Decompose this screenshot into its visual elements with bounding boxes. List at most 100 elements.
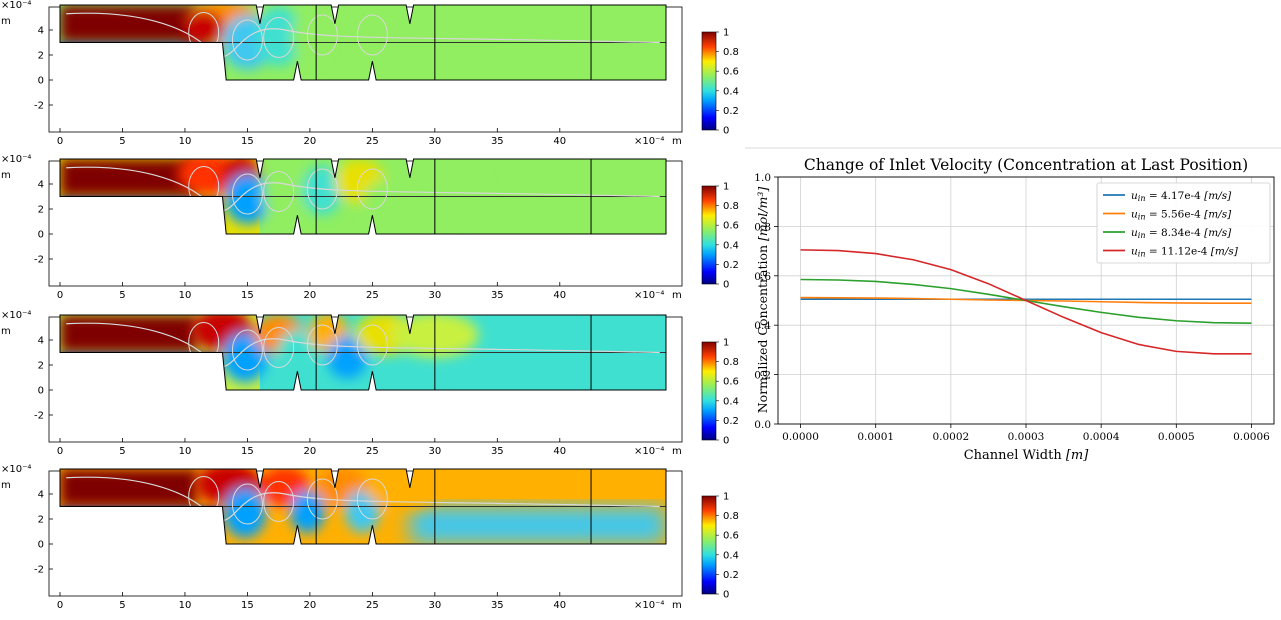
y-tick-label: 4 bbox=[38, 336, 44, 347]
streamline-vortex bbox=[356, 324, 388, 366]
legend-unit: [m/s] bbox=[1204, 227, 1232, 239]
heatmap-panel-4: 0 5 10 15 20 25 30 35 40 ×10⁻⁴ m -2 0 2 4 ×10⁻⁴ m 1 0.8 0.6… bbox=[1, 464, 739, 611]
x-tick-label: 35 bbox=[491, 290, 504, 301]
streamline-vortex bbox=[356, 168, 388, 210]
streamline-vortex bbox=[263, 171, 295, 212]
x-tick-label: 25 bbox=[366, 446, 379, 457]
x-tick-label: 0 bbox=[57, 290, 63, 301]
y-tick-label: 0.4 bbox=[754, 320, 771, 332]
colorbar bbox=[701, 341, 717, 441]
y-tick-label: 4 bbox=[38, 180, 44, 191]
x-tick-label: 0.0002 bbox=[932, 431, 969, 443]
y-tick-label: 2 bbox=[38, 205, 44, 216]
y-unit-label: m bbox=[1, 170, 11, 181]
y-tick-label: 4 bbox=[38, 490, 44, 501]
colorbar-tick-label: 0.4 bbox=[723, 550, 739, 561]
series-line-4 bbox=[800, 249, 1252, 355]
mixing-blob bbox=[291, 11, 329, 62]
y-tick-label: 0 bbox=[38, 386, 44, 397]
concentration-panels: 0 5 10 15 20 25 30 35 40 ×10⁻⁴ m-2024×10⁻⁴m10.80.6… bbox=[1, 0, 739, 611]
x-tick-label: 0.0000 bbox=[782, 431, 819, 443]
chart-title: Change of Inlet Velocity (Concentration … bbox=[804, 156, 1248, 174]
colorbar-tick-label: 0.2 bbox=[723, 260, 739, 271]
y-scale-label: ×10⁻⁴ bbox=[1, 154, 31, 165]
colorbar-tick-label: 0.8 bbox=[723, 47, 739, 58]
legend-var: u bbox=[1131, 209, 1138, 221]
streamline-vortex bbox=[306, 14, 338, 56]
x-tick-label: 25 bbox=[366, 136, 379, 147]
x-axis-label-unit: [m] bbox=[1066, 448, 1089, 463]
x-tick-label: 40 bbox=[553, 290, 566, 301]
colorbar-tick-label: 0.6 bbox=[723, 377, 739, 388]
colorbar-tick-label: 1 bbox=[723, 492, 729, 503]
colorbar bbox=[701, 31, 717, 131]
streamline-vortex bbox=[231, 483, 263, 525]
colorbar-tick-label: 0 bbox=[723, 126, 729, 137]
streamline-vortex bbox=[356, 14, 388, 56]
x-tick-label: 0.0004 bbox=[1083, 431, 1120, 443]
x-axis-label: Channel Width [m] bbox=[964, 448, 1090, 463]
y-tick-label: -2 bbox=[34, 255, 44, 266]
streamline bbox=[66, 322, 660, 368]
y-unit-label: m bbox=[1, 326, 11, 337]
heatmap-panel-1: 0 5 10 15 20 25 30 35 40 ×10⁻⁴ m -2 0 2 4 ×10⁻⁴ m 1 0.8 0.6… bbox=[1, 0, 739, 147]
mixing-blob bbox=[223, 487, 267, 538]
y-tick-label: -2 bbox=[34, 411, 44, 422]
mixing-blob bbox=[366, 469, 442, 511]
x-scale-label: ×10⁻⁴ bbox=[634, 290, 664, 301]
colorbar-tick-label: 1 bbox=[723, 182, 729, 193]
mixing-blob bbox=[224, 174, 270, 224]
x-tick-label: 10 bbox=[179, 446, 192, 457]
colorbar bbox=[701, 495, 717, 595]
inlet-high-zone bbox=[60, 469, 198, 507]
x-tick-label: 15 bbox=[241, 600, 254, 611]
legend-entry: uin = 4.17e-4 [m/s] bbox=[1131, 190, 1232, 203]
mixing-blob bbox=[409, 159, 485, 222]
x-axis-label-text: Channel Width bbox=[964, 448, 1066, 463]
x-tick-label: 0.0006 bbox=[1233, 431, 1270, 443]
streamline bbox=[66, 166, 660, 212]
legend-value: = 5.56e-4 bbox=[1145, 209, 1204, 221]
streamline-vortex bbox=[306, 168, 338, 210]
y-tick-label: -2 bbox=[34, 101, 44, 112]
y-tick-label: 0 bbox=[38, 76, 44, 87]
colorbar-tick-label: 0.6 bbox=[723, 67, 739, 78]
x-tick-label: 40 bbox=[553, 446, 566, 457]
x-tick-label: 5 bbox=[119, 290, 125, 301]
x-tick-label: 40 bbox=[553, 600, 566, 611]
legend-value: = 8.34e-4 bbox=[1145, 227, 1204, 239]
y-tick-label: 0 bbox=[38, 230, 44, 241]
y-scale-label: ×10⁻⁴ bbox=[1, 0, 31, 11]
y-scale-label: ×10⁻⁴ bbox=[1, 464, 31, 475]
y-axis-label-unit: [mol/m³] bbox=[755, 187, 770, 241]
x-tick-label: 20 bbox=[304, 290, 317, 301]
legend-var: u bbox=[1131, 190, 1138, 202]
legend-sub: in bbox=[1138, 194, 1146, 203]
channel-outline bbox=[59, 4, 667, 81]
x-tick-label: 30 bbox=[428, 290, 441, 301]
x-unit-label: m bbox=[672, 290, 682, 301]
x-tick-label: 35 bbox=[491, 136, 504, 147]
streamline-vortex bbox=[263, 17, 295, 58]
x-tick-label: 10 bbox=[179, 290, 192, 301]
streamline-vortex bbox=[231, 173, 263, 215]
legend-sub: in bbox=[1138, 250, 1146, 259]
x-tick-label: 0.0005 bbox=[1158, 431, 1195, 443]
y-tick-label: 1.0 bbox=[754, 172, 771, 184]
y-tick-label: 0.6 bbox=[754, 271, 771, 283]
streamline-vortex bbox=[263, 327, 295, 368]
y-scale-label: ×10⁻⁴ bbox=[1, 310, 31, 321]
x-tick-label: 5 bbox=[119, 446, 125, 457]
y-axis-label: Normalized Concentration [mol/m³] bbox=[755, 187, 770, 414]
colorbar-tick-label: 0 bbox=[723, 280, 729, 291]
x-tick-label: 5 bbox=[119, 600, 125, 611]
heatmap-panel-2: 0 5 10 15 20 25 30 35 40 ×10⁻⁴ m -2 0 2 4 ×10⁻⁴ m 1 0.8 0.6… bbox=[1, 154, 739, 301]
colorbar-tick-label: 1 bbox=[723, 28, 729, 39]
y-tick-label: 0.8 bbox=[754, 221, 771, 233]
x-tick-label: 30 bbox=[428, 600, 441, 611]
legend-entry: uin = 5.56e-4 [m/s] bbox=[1131, 209, 1232, 222]
colorbar-tick-label: 0.4 bbox=[723, 240, 739, 251]
legend-box bbox=[1096, 182, 1271, 264]
mixing-blob bbox=[262, 164, 308, 224]
colorbar-tick-label: 0.8 bbox=[723, 357, 739, 368]
